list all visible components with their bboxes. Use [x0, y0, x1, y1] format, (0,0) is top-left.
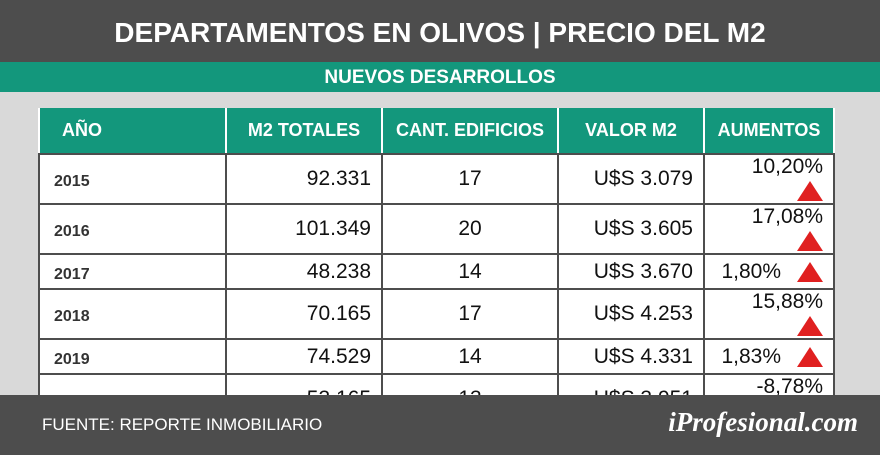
header-row: AÑO M2 TOTALES CANT. EDIFICIOS VALOR M2 AUME…: [38, 108, 835, 155]
table-row: 2016 101.349 20 U$S 3.605 17,08%: [38, 203, 835, 255]
table-cell: 17: [381, 288, 559, 340]
table-cell: 10,20%: [703, 153, 835, 205]
table-cell: 70.165: [225, 288, 383, 340]
increase-value: 17,08%: [751, 205, 823, 228]
increase-value: 1,80%: [721, 259, 781, 283]
table-cell: 1,83%: [703, 338, 835, 375]
table-cell: 101.349: [225, 203, 383, 255]
title: DEPARTAMENTOS EN OLIVOS | PRECIO DEL M2: [0, 0, 880, 62]
table-cell: 2017: [38, 253, 227, 290]
table-cell: 14: [381, 253, 559, 290]
column-header: AÑO: [38, 108, 227, 155]
table-row: 2015 92.331 17 U$S 3.079 10,20%: [38, 153, 835, 205]
table-row: 2018 70.165 17 U$S 4.253 15,88%: [38, 288, 835, 340]
table-cell: U$S 4.253: [557, 288, 705, 340]
increase-value: 10,20%: [751, 155, 823, 178]
column-header: AUMENTOS: [703, 108, 835, 155]
table-cell: 2016: [38, 203, 227, 255]
table-cell: 20: [381, 203, 559, 255]
table-row: 2017 48.238 14 U$S 3.670 1,80%: [38, 253, 835, 290]
table-cell: U$S 3.605: [557, 203, 705, 255]
table-cell: 92.331: [225, 153, 383, 205]
trend-icon: [797, 181, 823, 202]
table-cell: 2018: [38, 288, 227, 340]
table-cell: U$S 3.079: [557, 153, 705, 205]
table-cell: 1,80%: [703, 253, 835, 290]
table-cell: 17,08%: [703, 203, 835, 255]
table-cell: U$S 3.670: [557, 253, 705, 290]
column-header: CANT. EDIFICIOS: [381, 108, 559, 155]
increase-value: 15,88%: [751, 290, 823, 313]
trend-icon: [797, 316, 823, 337]
table-cell: 14: [381, 338, 559, 375]
subtitle: NUEVOS DESARROLLOS: [0, 62, 880, 92]
increase-value: 1,83%: [721, 344, 781, 368]
table-row: 2019 74.529 14 U$S 4.331 1,83%: [38, 338, 835, 375]
trend-icon: [797, 261, 823, 282]
table-cell: 2015: [38, 153, 227, 205]
table-cell: 17: [381, 153, 559, 205]
table-body: 2015 92.331 17 U$S 3.079 10,20% 2016 101.349 20…: [38, 153, 835, 425]
table-cell: 74.529: [225, 338, 383, 375]
footer: FUENTE: REPORTE INMOBILIARIO iProfesiona…: [0, 395, 880, 455]
logo: iProfesional.com: [668, 407, 858, 437]
price-table: AÑO M2 TOTALES CANT. EDIFICIOS VALOR M2 AUME…: [38, 108, 835, 425]
table-cell: 2019: [38, 338, 227, 375]
increase-value: -8,78%: [756, 375, 823, 398]
table-cell: 48.238: [225, 253, 383, 290]
column-header: VALOR M2: [557, 108, 705, 155]
source: FUENTE: REPORTE INMOBILIARIO: [42, 415, 323, 434]
trend-icon: [797, 231, 823, 252]
trend-icon: [797, 346, 823, 367]
column-header: M2 TOTALES: [225, 108, 383, 155]
table-cell: U$S 4.331: [557, 338, 705, 375]
table-cell: 15,88%: [703, 288, 835, 340]
